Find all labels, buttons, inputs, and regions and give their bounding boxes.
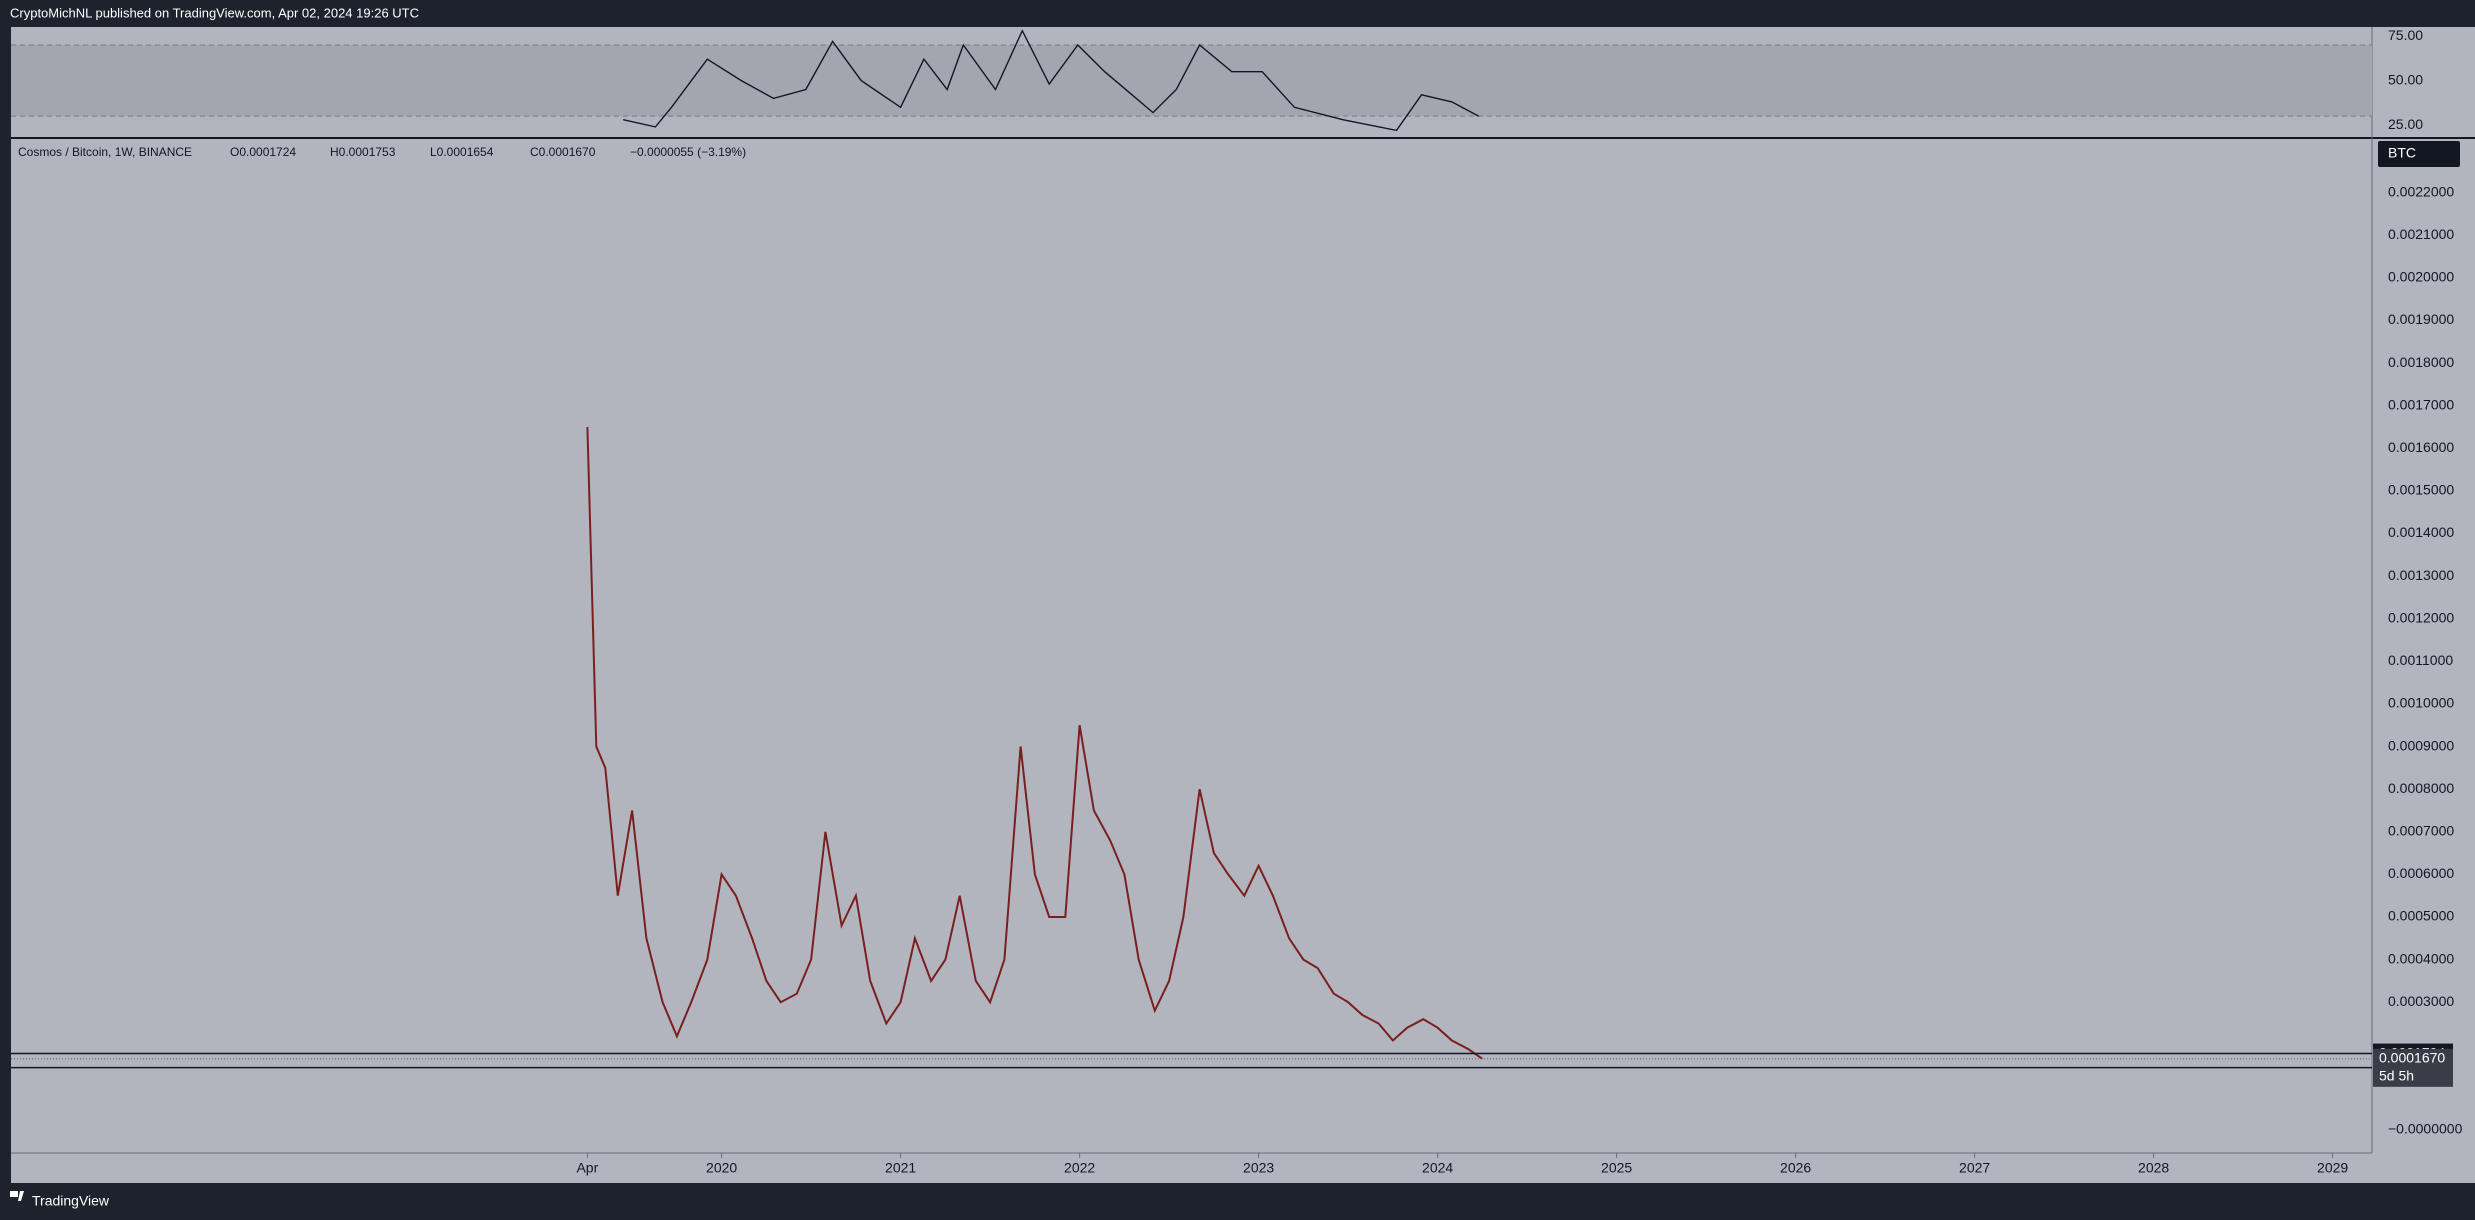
y-tick-label: 0.0010000	[2388, 695, 2454, 711]
last-price-label: 0.0001670	[2379, 1050, 2445, 1066]
y-tick-label: 0.0022000	[2388, 183, 2454, 199]
time-axis	[11, 1153, 2475, 1183]
last-price-box	[2373, 1048, 2453, 1087]
price-axis	[2372, 27, 2475, 1153]
y-tick-label: 0.0020000	[2388, 269, 2454, 285]
ohlc-value: L0.0001654	[430, 145, 494, 159]
y-tick-label: 0.0011000	[2388, 652, 2453, 668]
y-tick-label: 25.00	[2388, 116, 2423, 132]
publisher: CryptoMichNL published on TradingView.co…	[10, 5, 419, 20]
y-tick-label: 0.0018000	[2388, 354, 2454, 370]
y-tick-label: 0.0015000	[2388, 482, 2454, 498]
x-tick-label: 2029	[2317, 1160, 2348, 1176]
currency-box	[2378, 141, 2460, 167]
y-tick-label: 0.0021000	[2388, 226, 2454, 242]
x-tick-label: 2021	[885, 1160, 916, 1176]
y-tick-label: 0.0004000	[2388, 950, 2454, 966]
ohlc-value: C0.0001670	[530, 145, 596, 159]
price-line	[586, 426, 1483, 1060]
y-tick-label: 0.0008000	[2388, 780, 2454, 796]
currency: BTC	[2388, 145, 2416, 161]
x-tick-label: 2020	[706, 1160, 737, 1176]
x-tick-label: 2028	[2138, 1160, 2169, 1176]
brand: TradingView	[32, 1193, 110, 1209]
y-tick-label: −0.0000000	[2388, 1121, 2463, 1137]
y-tick-label: 0.0019000	[2388, 311, 2454, 327]
y-tick-label: 0.0014000	[2388, 524, 2454, 540]
y-tick-label: 0.0012000	[2388, 609, 2454, 625]
brand-logo	[10, 1191, 24, 1201]
y-tick-label: 0.0006000	[2388, 865, 2454, 881]
x-tick-label: 2023	[1243, 1160, 1274, 1176]
price-line	[623, 29, 1480, 132]
y-tick-label: 0.0003000	[2388, 993, 2454, 1009]
y-tick-label: 0.0007000	[2388, 822, 2454, 838]
rsi-band	[11, 44, 2372, 117]
x-tick-label: 2022	[1064, 1160, 1095, 1176]
ohlc-value: H0.0001753	[330, 145, 396, 159]
y-tick-label: 50.00	[2388, 71, 2423, 87]
y-tick-label: 0.0005000	[2388, 908, 2454, 924]
y-tick-label: 0.0009000	[2388, 737, 2454, 753]
ohlc-value: O0.0001724	[230, 145, 296, 159]
y-tick-label: 0.0017000	[2388, 396, 2454, 412]
y-tick-label: 0.0013000	[2388, 567, 2454, 583]
x-tick-label: 2026	[1780, 1160, 1811, 1176]
price-change: −0.0000055 (−3.19%)	[630, 145, 746, 159]
x-tick-label: 2025	[1601, 1160, 1632, 1176]
countdown: 5d 5h	[2379, 1068, 2414, 1084]
y-tick-label: 75.00	[2388, 27, 2423, 43]
y-tick-label: 0.0016000	[2388, 439, 2454, 455]
symbol-title: Cosmos / Bitcoin, 1W, BINANCE	[18, 145, 192, 159]
price-pane	[11, 139, 2372, 1153]
x-tick-label: 2024	[1422, 1160, 1453, 1176]
x-tick-label: Apr	[576, 1160, 598, 1176]
x-tick-label: 2027	[1959, 1160, 1990, 1176]
